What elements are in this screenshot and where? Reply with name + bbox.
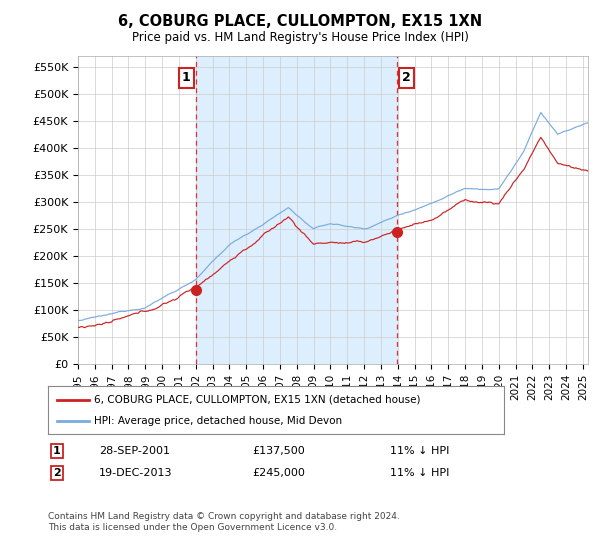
Text: 1: 1 bbox=[182, 71, 191, 85]
Text: 28-SEP-2001: 28-SEP-2001 bbox=[99, 446, 170, 456]
Text: Price paid vs. HM Land Registry's House Price Index (HPI): Price paid vs. HM Land Registry's House … bbox=[131, 31, 469, 44]
Text: 6, COBURG PLACE, CULLOMPTON, EX15 1XN: 6, COBURG PLACE, CULLOMPTON, EX15 1XN bbox=[118, 14, 482, 29]
Text: Contains HM Land Registry data © Crown copyright and database right 2024.
This d: Contains HM Land Registry data © Crown c… bbox=[48, 512, 400, 532]
Text: HPI: Average price, detached house, Mid Devon: HPI: Average price, detached house, Mid … bbox=[94, 416, 342, 426]
Text: £137,500: £137,500 bbox=[252, 446, 305, 456]
Text: £245,000: £245,000 bbox=[252, 468, 305, 478]
Bar bbox=[196, 56, 397, 364]
Text: 1: 1 bbox=[53, 446, 61, 456]
Text: 19-DEC-2013: 19-DEC-2013 bbox=[99, 468, 173, 478]
Text: 11% ↓ HPI: 11% ↓ HPI bbox=[390, 446, 449, 456]
Text: 6, COBURG PLACE, CULLOMPTON, EX15 1XN (detached house): 6, COBURG PLACE, CULLOMPTON, EX15 1XN (d… bbox=[94, 395, 420, 405]
Text: 2: 2 bbox=[53, 468, 61, 478]
Text: 11% ↓ HPI: 11% ↓ HPI bbox=[390, 468, 449, 478]
Text: 2: 2 bbox=[402, 71, 411, 85]
